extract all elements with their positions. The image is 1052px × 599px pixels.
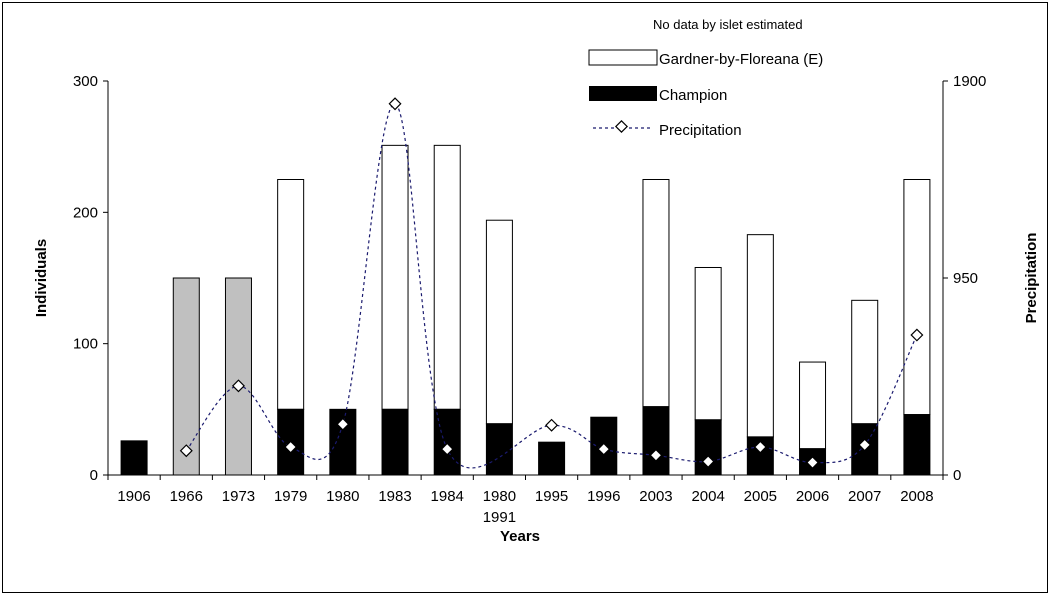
x-axis-title: Years <box>500 528 540 545</box>
bar-champion <box>381 408 409 476</box>
legend-marker-precipitation <box>614 119 629 134</box>
x-tick-label: 1980 <box>483 488 516 505</box>
bar-champion <box>485 423 513 476</box>
precipitation-point <box>753 440 767 454</box>
y-axis-title: Individuals <box>33 239 50 317</box>
bar-gardner <box>642 179 670 408</box>
x-tick-label: 1973 <box>222 488 255 505</box>
bar-gardner <box>851 299 879 425</box>
x-tick-label: 2004 <box>691 488 724 505</box>
bar-gardner <box>277 179 305 410</box>
precipitation-path <box>185 103 918 469</box>
bar-champion <box>120 440 148 476</box>
precipitation-point <box>179 444 193 458</box>
x-tick-label: 2003 <box>639 488 672 505</box>
precipitation-point <box>649 448 663 462</box>
x-tick-label: 1979 <box>274 488 307 505</box>
y2-tick-label: 950 <box>953 270 978 287</box>
bar-champion <box>903 414 931 476</box>
bar-champion <box>538 441 566 476</box>
bar-gardner <box>381 144 409 410</box>
legend-label-gardner: Gardner-by-Floreana (E) <box>659 51 823 68</box>
legend-swatch-gardner <box>588 49 658 66</box>
x-tick-label: 1984 <box>431 488 464 505</box>
legend-label-precipitation: Precipitation <box>659 122 742 139</box>
bar-estimated <box>172 277 200 476</box>
y-tick-label: 100 <box>73 336 98 353</box>
x-tick-label: 2006 <box>796 488 829 505</box>
precipitation-point <box>858 438 872 452</box>
y2-axis-title: Precipitation <box>1023 233 1040 324</box>
y-tick-label: 300 <box>73 73 98 90</box>
x-tick-label: 1906 <box>117 488 150 505</box>
bar-gardner <box>799 361 827 450</box>
bars <box>120 144 931 476</box>
bar-gardner <box>903 179 931 416</box>
bar-champion <box>642 406 670 476</box>
x-tick-label: 2005 <box>744 488 777 505</box>
precipitation-line <box>179 97 924 470</box>
bar-gardner <box>485 219 513 425</box>
y-tick-label: 200 <box>73 204 98 221</box>
precipitation-point <box>545 418 559 432</box>
legend-label-champion: Champion <box>659 87 727 104</box>
precipitation-point <box>910 328 924 342</box>
x-tick-label: 2008 <box>900 488 933 505</box>
precipitation-point <box>597 442 611 456</box>
precipitation-point <box>806 456 820 470</box>
precipitation-point <box>440 442 454 456</box>
legend: No data by islet estimated Gardner-by-Fl… <box>588 17 823 139</box>
bar-estimated <box>224 277 252 476</box>
precipitation-point <box>231 379 245 393</box>
x-tick-label: 2007 <box>848 488 881 505</box>
x-tick-label: 1996 <box>587 488 620 505</box>
y2-tick-label: 0 <box>953 467 961 484</box>
precipitation-point <box>701 455 715 469</box>
x-tick-label: 1991 <box>483 509 516 526</box>
bar-gardner <box>746 234 774 438</box>
bar-gardner <box>694 266 722 421</box>
legend-note: No data by islet estimated <box>653 17 803 32</box>
x-tick-label: 1983 <box>378 488 411 505</box>
legend-swatch-champion <box>589 86 657 101</box>
x-tick-label: 1995 <box>535 488 568 505</box>
y-tick-label: 0 <box>90 467 98 484</box>
x-tick-label: 1966 <box>170 488 203 505</box>
precipitation-point <box>284 440 298 454</box>
y2-tick-label: 1900 <box>953 73 986 90</box>
chart: 0 100 200 300 0 950 1900 1906 1966 1973 1979 1980 19… <box>33 17 1040 545</box>
tick-labels: 0 100 200 300 0 950 1900 1906 1966 1973 1979 1980 19… <box>73 73 986 526</box>
x-tick-label: 1980 <box>326 488 359 505</box>
bar-gardner <box>433 144 461 410</box>
precipitation-point <box>336 417 350 431</box>
precipitation-point <box>388 97 402 111</box>
